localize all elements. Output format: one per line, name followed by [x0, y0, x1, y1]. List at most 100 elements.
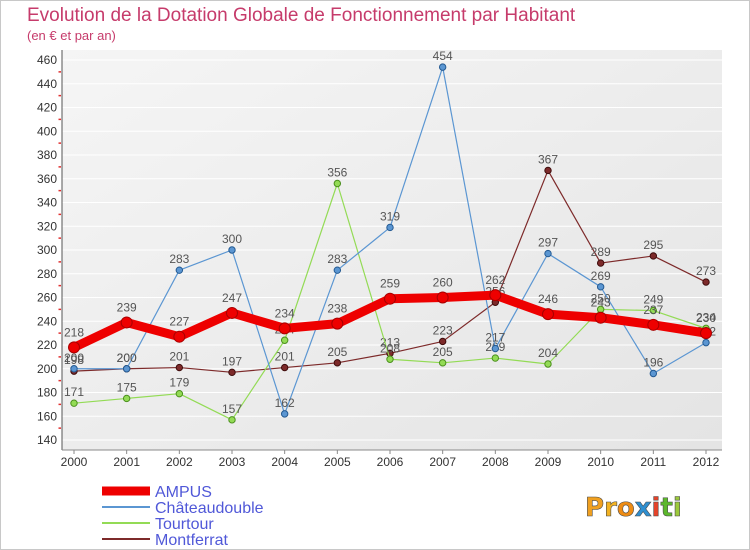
point-chateaudouble-2004 — [280, 410, 289, 418]
point-label-tourtour-2000: 171 — [64, 385, 84, 399]
point-montferrat-2004 — [280, 363, 289, 372]
series-montferrat: 198200201197201205213223256367289295273 — [64, 152, 716, 377]
legend-label-ampus: AMPUS — [155, 484, 212, 501]
x-tick-label-2012: 2012 — [693, 455, 720, 469]
point-label-montferrat-2004: 201 — [275, 350, 295, 364]
logo-letter: x — [635, 493, 652, 523]
legend-item-ampus: AMPUS — [102, 484, 212, 501]
point-label-chateaudouble-2002: 283 — [169, 252, 189, 266]
point-chateaudouble-2012 — [702, 338, 710, 347]
logo-letter: o — [617, 493, 635, 523]
point-ampus-2011 — [647, 318, 660, 331]
point-label-chateaudouble-2004: 162 — [275, 396, 295, 410]
point-ampus-2005 — [331, 317, 344, 330]
chart-subtitle: (en € et par an) — [27, 28, 116, 43]
point-label-tourtour-2007: 205 — [433, 345, 453, 359]
point-label-tourtour-2012: 234 — [696, 310, 716, 324]
point-label-montferrat-2000: 198 — [64, 353, 84, 367]
legend-item-chateaudouble: Châteaudouble — [102, 500, 264, 517]
chart-title: Evolution de la Dotation Globale de Fonc… — [27, 5, 576, 26]
point-montferrat-2005 — [333, 359, 342, 367]
point-montferrat-2002 — [175, 363, 184, 372]
point-chateaudouble-2011 — [649, 369, 658, 378]
point-ampus-2000 — [68, 341, 80, 354]
point-label-ampus-2000: 218 — [64, 325, 84, 339]
point-montferrat-2010 — [596, 259, 605, 267]
y-tick-label-160: 160 — [37, 409, 57, 423]
x-tick-label-2001: 2001 — [113, 455, 140, 469]
point-label-ampus-2007: 260 — [433, 276, 453, 290]
point-label-ampus-2006: 259 — [380, 277, 400, 291]
point-chateaudouble-2000 — [70, 365, 78, 373]
point-tourtour-2005 — [333, 179, 342, 188]
point-chateaudouble-2007 — [438, 63, 447, 71]
y-tick-label-400: 400 — [37, 124, 57, 138]
point-label-ampus-2001: 239 — [117, 300, 137, 314]
point-label-chateaudouble-2010: 269 — [591, 269, 611, 283]
point-label-montferrat-2003: 197 — [222, 354, 242, 368]
point-tourtour-2001 — [122, 394, 131, 403]
point-label-tourtour-2009: 204 — [538, 346, 558, 360]
point-tourtour-2011 — [649, 306, 658, 315]
y-tick-label-220: 220 — [37, 338, 57, 352]
point-label-ampus-2011: 237 — [643, 303, 663, 317]
point-label-ampus-2012: 230 — [696, 311, 716, 325]
point-ampus-2004 — [278, 322, 291, 335]
point-label-ampus-2009: 246 — [538, 292, 558, 306]
point-label-montferrat-2012: 273 — [696, 264, 716, 278]
point-chateaudouble-2003 — [228, 246, 236, 254]
point-label-ampus-2008: 262 — [485, 273, 505, 287]
point-label-tourtour-2005: 356 — [327, 166, 347, 180]
point-label-ampus-2005: 238 — [327, 302, 347, 316]
logo-letter: r — [604, 493, 617, 523]
point-label-chateaudouble-2007: 454 — [433, 49, 453, 63]
y-tick-label-340: 340 — [37, 196, 57, 210]
point-label-montferrat-2007: 223 — [433, 323, 453, 337]
point-label-tourtour-2002: 179 — [169, 376, 189, 390]
point-montferrat-2012 — [702, 278, 710, 286]
y-tick-label-420: 420 — [37, 101, 57, 115]
point-ampus-2006 — [384, 292, 396, 305]
point-label-montferrat-2009: 367 — [538, 152, 558, 166]
point-label-tourtour-2006: 208 — [380, 341, 400, 355]
point-label-montferrat-2001: 200 — [117, 351, 137, 365]
point-label-ampus-2003: 247 — [222, 291, 242, 305]
point-chateaudouble-2008 — [491, 344, 500, 353]
point-label-chateaudouble-2011: 196 — [643, 356, 663, 370]
x-tick-label-2003: 2003 — [219, 455, 246, 469]
point-label-montferrat-2005: 205 — [327, 345, 347, 359]
y-tick-label-320: 320 — [37, 219, 57, 233]
x-tick-label-2007: 2007 — [429, 455, 456, 469]
point-montferrat-2011 — [649, 252, 658, 260]
point-montferrat-2007 — [438, 337, 447, 346]
y-tick-label-440: 440 — [37, 77, 57, 91]
point-montferrat-2009 — [544, 166, 552, 175]
proxiti-logo-text: Proxiti — [585, 493, 682, 523]
logo-letter: i — [652, 493, 661, 523]
logo-letter: i — [673, 493, 682, 523]
legend-item-tourtour: Tourtour — [102, 516, 214, 533]
point-montferrat-2003 — [228, 368, 236, 377]
point-label-ampus-2010: 243 — [591, 296, 611, 310]
point-label-chateaudouble-2003: 300 — [222, 232, 242, 246]
point-ampus-2010 — [594, 311, 607, 324]
x-tick-label-2004: 2004 — [271, 455, 298, 469]
logo-letter: P — [585, 493, 604, 523]
point-tourtour-2009 — [544, 360, 552, 368]
legend-label-chateaudouble: Châteaudouble — [155, 500, 264, 517]
point-tourtour-2006 — [386, 355, 394, 363]
point-tourtour-2008 — [491, 354, 500, 362]
proxiti-logo: Proxiti — [585, 493, 682, 524]
logo-letter: t — [660, 493, 672, 523]
point-chateaudouble-2010 — [596, 283, 605, 291]
x-axis: 2000 2001 2002 2003 2004 2005 2006 2007 2008 2009… — [61, 449, 722, 469]
point-label-tourtour-2003: 157 — [222, 402, 242, 416]
series-layer: 1982002011972012052132232563672892952731… — [64, 49, 716, 424]
x-tick-label-2006: 2006 — [377, 455, 404, 469]
point-label-montferrat-2006: 213 — [380, 335, 400, 349]
point-ampus-2002 — [173, 330, 186, 343]
point-ampus-2007 — [436, 291, 449, 304]
